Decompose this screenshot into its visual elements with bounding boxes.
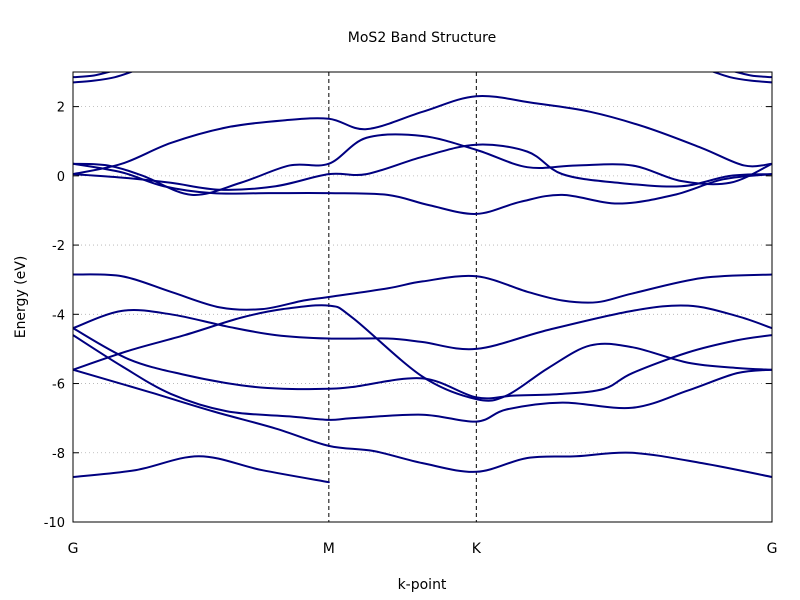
y-tick-label: -6 <box>52 378 65 393</box>
band-line-9 <box>73 143 772 191</box>
y-tick-label: -10 <box>44 516 65 531</box>
band-line-15 <box>732 72 772 79</box>
band-line-2 <box>73 368 772 478</box>
band-line-5 <box>73 304 772 402</box>
plot-frame <box>72 71 773 523</box>
y-axis-label: Energy (eV) <box>13 256 29 339</box>
kpoint-label: K <box>472 541 482 557</box>
grid-lines <box>73 106 772 454</box>
kpoint-label: M <box>323 541 335 557</box>
y-axis-ticks: 2 0 -2 -4 -6 -8 -10 <box>44 101 772 531</box>
band-line-14 <box>711 72 772 84</box>
band-line-6 <box>73 304 772 351</box>
band-line-4 <box>73 327 772 400</box>
band-line-3 <box>73 334 772 423</box>
band-line-10 <box>73 133 772 196</box>
band-line-11 <box>73 95 772 176</box>
kpoint-label: G <box>68 541 79 557</box>
band-line-12 <box>73 72 134 84</box>
band-line-1 <box>73 455 330 484</box>
band-line-8 <box>73 162 772 215</box>
y-tick-label: -4 <box>52 308 65 323</box>
high-symmetry-lines <box>328 72 477 522</box>
kpoint-label: G <box>767 541 778 557</box>
chart-title: MoS2 Band Structure <box>348 30 496 46</box>
band-lines <box>73 72 772 484</box>
y-tick-label: -2 <box>52 239 65 254</box>
y-tick-label: 2 <box>57 101 65 116</box>
x-axis-label: k-point <box>398 577 447 593</box>
band-line-13 <box>73 72 113 79</box>
band-line-7 <box>73 273 772 311</box>
y-tick-label: 0 <box>57 170 65 185</box>
y-tick-label: -8 <box>52 447 65 462</box>
